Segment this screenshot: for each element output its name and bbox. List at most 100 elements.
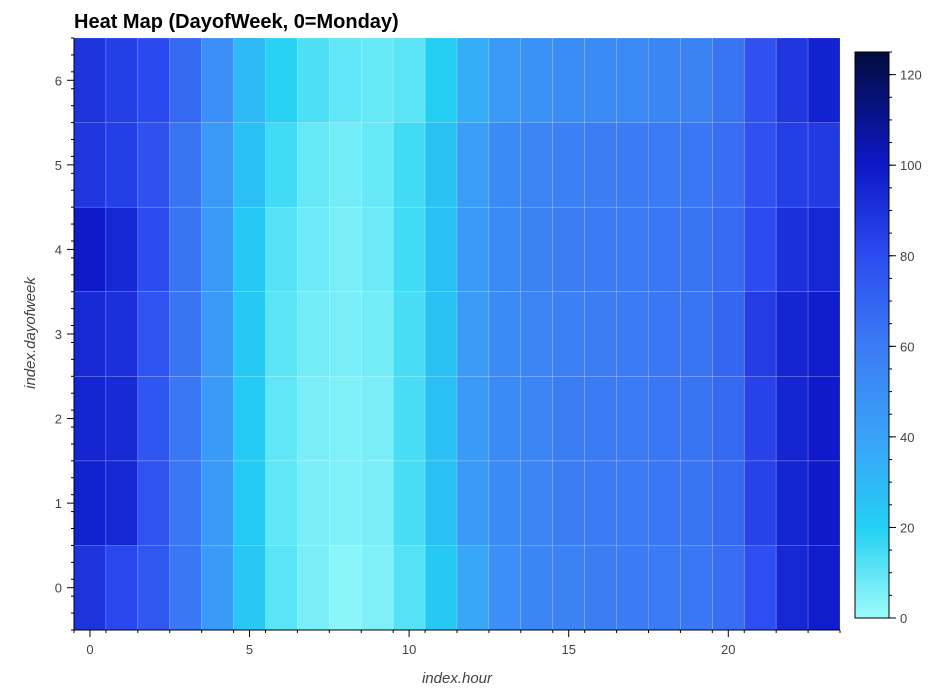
heatmap-cell	[169, 460, 202, 546]
heatmap-cell	[424, 291, 458, 377]
heatmap-cell	[648, 291, 681, 377]
heatmap-cell	[616, 460, 649, 546]
heatmap-cell	[584, 460, 617, 546]
heatmap-cell	[329, 37, 362, 123]
heatmap-cell	[520, 545, 554, 631]
heatmap-cell	[456, 545, 490, 631]
heatmap-cell	[807, 291, 841, 377]
y-tick-label: 3	[55, 327, 62, 342]
heatmap-cell	[201, 206, 234, 293]
heatmap-cell	[169, 122, 202, 208]
colorbar-tick-label: 100	[900, 158, 922, 173]
heatmap-cell	[680, 460, 713, 546]
heatmap-cell	[584, 291, 617, 377]
heatmap-cell	[807, 37, 841, 123]
heatmap-cell	[329, 460, 362, 546]
heatmap-cell	[648, 375, 681, 462]
heatmap-cell	[265, 545, 298, 631]
heatmap-cell	[680, 206, 713, 293]
heatmap-cell	[520, 37, 554, 123]
heatmap-cell	[807, 122, 841, 208]
heatmap-cell	[552, 206, 585, 293]
colorbar-tick-label: 20	[900, 520, 914, 535]
heatmap-cell	[201, 545, 234, 631]
heatmap-cell	[329, 206, 362, 293]
heatmap-cell	[137, 545, 171, 631]
heatmap-cell	[488, 37, 522, 123]
heatmap-cell	[392, 460, 426, 546]
heatmap-cell	[105, 545, 139, 631]
heatmap-cell	[584, 206, 617, 293]
y-tick-label: 4	[55, 242, 62, 257]
heatmap-cell	[807, 545, 841, 631]
heatmap-cell	[552, 375, 585, 462]
heatmap-cell	[392, 122, 426, 208]
heatmap-cell	[392, 291, 426, 377]
heatmap-cell	[265, 375, 298, 462]
heatmap-cell	[775, 122, 809, 208]
y-tick-label: 0	[55, 581, 62, 596]
heatmap-cell	[775, 37, 809, 123]
heatmap-cell	[73, 545, 107, 631]
heatmap-cell	[73, 122, 107, 208]
heatmap-cell	[360, 545, 394, 631]
heatmap-cell	[712, 375, 745, 462]
colorbar-tick-label: 80	[900, 249, 914, 264]
heatmap-cell	[616, 375, 649, 462]
heatmap-cell	[233, 375, 266, 462]
heatmap-cell	[201, 291, 234, 377]
heatmap-cell	[169, 206, 202, 293]
heatmap-cell	[520, 460, 554, 546]
heatmap-cell	[73, 37, 107, 123]
heatmap-cell	[648, 545, 681, 631]
heatmap-cell	[137, 460, 171, 546]
heatmap-cell	[456, 206, 490, 293]
heatmap-cell	[169, 37, 202, 123]
heatmap-cell	[297, 291, 330, 377]
heatmap-cell	[201, 460, 234, 546]
x-axis-label: index.hour	[422, 670, 493, 687]
heatmap-cell	[552, 37, 585, 123]
heatmap-cell	[360, 37, 394, 123]
heatmap-cell	[233, 545, 266, 631]
heatmap-cell	[265, 460, 298, 546]
colorbar-tick-label: 40	[900, 430, 914, 445]
heatmap-cell	[807, 375, 841, 462]
y-tick-label: 2	[55, 412, 62, 427]
colorbar: 0 20 40 60 80 100 120	[854, 51, 922, 626]
heatmap-cell	[616, 122, 649, 208]
heatmap-cell	[775, 375, 809, 462]
heatmap-cell	[520, 291, 554, 377]
heatmap-cell	[488, 460, 522, 546]
heatmap-cell	[616, 37, 649, 123]
heatmap-cell	[169, 375, 202, 462]
heatmap-cell	[584, 37, 617, 123]
heatmap-cell	[73, 206, 107, 293]
heatmap-cell	[680, 291, 713, 377]
heatmap-cell	[360, 206, 394, 293]
heatmap-cell	[105, 460, 139, 546]
heatmap-cell	[616, 291, 649, 377]
heatmap-cell	[775, 206, 809, 293]
heatmap-cell	[775, 545, 809, 631]
heatmap-cell	[265, 122, 298, 208]
heatmap-cell	[743, 375, 777, 462]
heatmap-cell	[105, 206, 139, 293]
heatmap-cell	[552, 122, 585, 208]
heatmap-cell	[424, 37, 458, 123]
heatmap-cell	[680, 545, 713, 631]
heatmap-cell	[520, 206, 554, 293]
heatmap-cell	[201, 122, 234, 208]
heatmap-cell	[73, 375, 107, 462]
heatmap-cell	[73, 291, 107, 377]
heatmap-cell	[552, 460, 585, 546]
colorbar-gradient	[854, 51, 890, 619]
heatmap-cell	[329, 545, 362, 631]
heatmap-cell	[743, 460, 777, 546]
heatmap-cell	[392, 37, 426, 123]
heatmap-cell	[105, 291, 139, 377]
heatmap-cell	[424, 375, 458, 462]
heatmap-cell	[456, 37, 490, 123]
heatmap-cell	[712, 206, 745, 293]
